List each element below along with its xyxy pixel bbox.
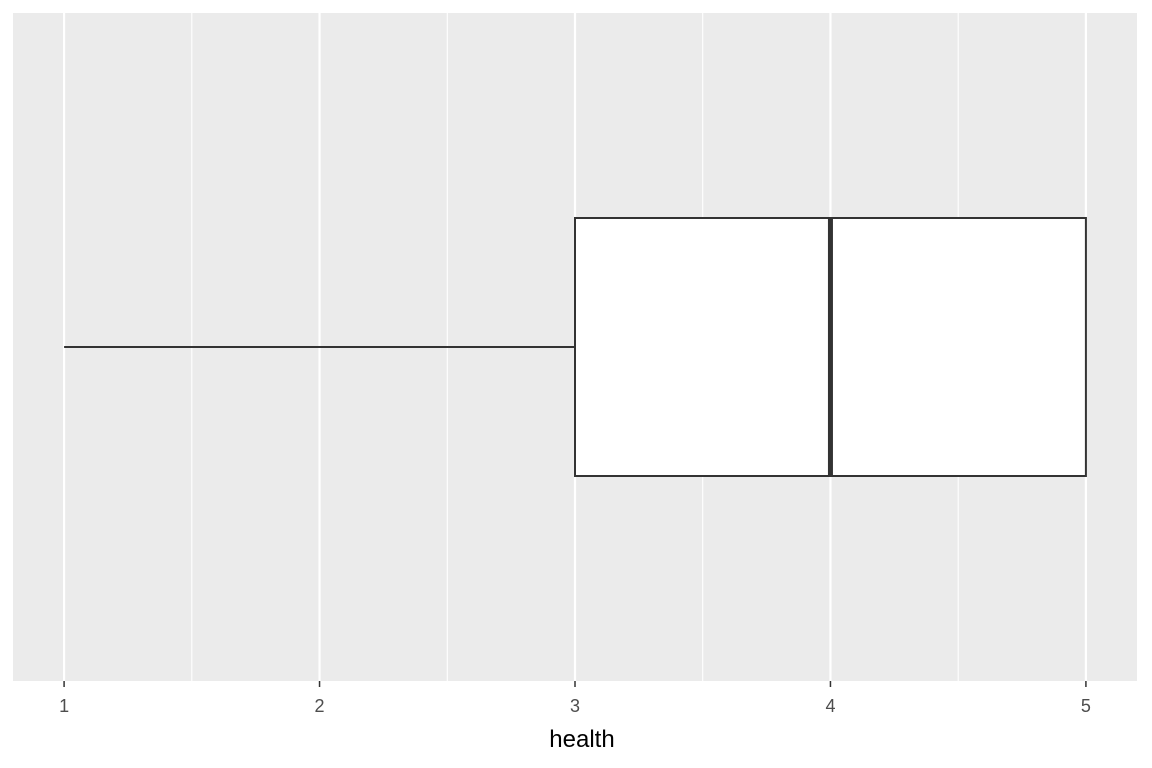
x-tick-label: 2: [315, 696, 325, 716]
x-tick-label: 1: [59, 696, 69, 716]
x-axis-title: health: [549, 726, 614, 753]
x-tick-label: 3: [570, 696, 580, 716]
x-axis: 1 2 3 4 5: [59, 681, 1091, 716]
x-tick-label: 5: [1081, 696, 1091, 716]
boxplot-group: [64, 217, 1087, 477]
x-tick-label: 4: [825, 696, 835, 716]
